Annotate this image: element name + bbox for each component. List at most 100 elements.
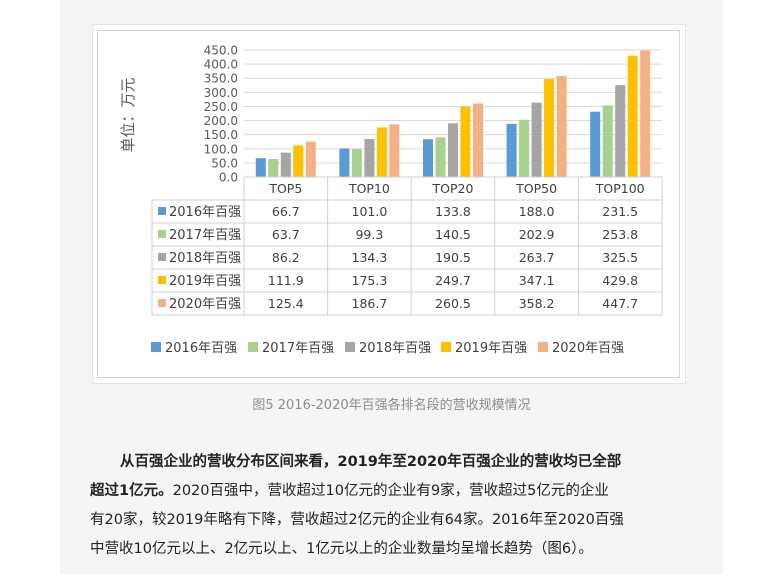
bar — [364, 139, 375, 177]
y-tick-label: 450.0 — [204, 44, 238, 58]
y-tick-label: 150.0 — [204, 128, 238, 142]
figure-frame — [92, 24, 686, 384]
bar — [268, 159, 279, 177]
x-tick-label: TOP50 — [515, 181, 557, 196]
y-tick-label: 250.0 — [204, 100, 238, 114]
bar — [640, 50, 651, 178]
bar — [376, 127, 387, 177]
bar — [448, 123, 458, 177]
table-swatch — [158, 207, 166, 215]
data-label: 125.4 — [268, 296, 304, 311]
data-label: 140.5 — [435, 227, 471, 242]
bar — [602, 105, 613, 177]
legend-swatch — [151, 342, 161, 352]
legend-label: 2016年百强 — [165, 341, 237, 356]
paragraph-line-3: 有20家，较2019年略有下降，营收超过2亿元的企业有64家。2016年至202… — [90, 512, 624, 528]
data-label: 202.9 — [519, 227, 555, 242]
table-series-name: 2018年百强 — [169, 251, 241, 266]
paragraph-text-2: 2020百强中，营收超过10亿元的企业有9家，营收超过5亿元的企业 — [172, 483, 609, 499]
bar — [531, 102, 542, 177]
legend-swatch — [248, 342, 258, 352]
paragraph-bold-1: 从百强企业的营收分布区间来看，2019年至2020年百强企业的营收均已全部 — [120, 454, 622, 470]
legend-swatch — [441, 342, 451, 352]
legend-label: 2019年百强 — [455, 341, 527, 356]
bar — [556, 75, 567, 177]
legend-swatch — [345, 342, 355, 352]
bar — [423, 139, 433, 177]
bar — [615, 85, 626, 177]
data-label: 99.3 — [355, 227, 383, 242]
data-label: 66.7 — [272, 204, 300, 219]
legend-label: 2017年百强 — [262, 341, 334, 356]
y-tick-label: 200.0 — [204, 114, 238, 128]
x-tick-label: TOP20 — [432, 181, 474, 196]
legend-label: 2018年百强 — [359, 341, 431, 356]
bar — [460, 106, 471, 177]
bar — [351, 148, 362, 177]
data-label: 347.1 — [519, 273, 555, 288]
data-label: 231.5 — [602, 204, 638, 219]
x-tick-label: TOP100 — [595, 181, 645, 196]
bar — [255, 158, 266, 177]
data-label: 86.2 — [272, 250, 300, 265]
bar — [339, 148, 350, 177]
legend-label: 2020年百强 — [552, 341, 624, 356]
data-label: 188.0 — [519, 204, 555, 219]
data-label: 253.8 — [602, 227, 638, 242]
bar — [590, 111, 601, 177]
bar — [627, 55, 638, 177]
table-series-name: 2019年百强 — [169, 274, 241, 289]
paragraph-bold-2: 超过1亿元。 — [90, 483, 173, 499]
bar — [293, 145, 304, 177]
data-label: 190.5 — [435, 250, 471, 265]
table-swatch — [158, 299, 166, 307]
y-axis-label: 单位：万元 — [119, 77, 137, 152]
data-label: 249.7 — [435, 273, 471, 288]
data-label: 63.7 — [272, 227, 300, 242]
body-paragraph: 从百强企业的营收分布区间来看，2019年至2020年百强企业的营收均已全部 超过… — [90, 448, 690, 564]
y-tick-label: 50.0 — [211, 156, 238, 170]
y-tick-label: 300.0 — [204, 86, 238, 100]
data-label: 175.3 — [352, 273, 388, 288]
data-label: 358.2 — [519, 296, 555, 311]
table-series-name: 2017年百强 — [169, 228, 241, 243]
y-tick-label: 100.0 — [204, 142, 238, 156]
data-label: 101.0 — [352, 204, 388, 219]
y-tick-label: 350.0 — [204, 72, 238, 86]
data-label: 325.5 — [602, 250, 638, 265]
chart-data-table: TOP5 TOP10 TOP20 TOP50 TOP100 2016年百强 66.7 101.… — [151, 176, 663, 316]
bar — [473, 103, 483, 177]
legend-swatch — [538, 342, 548, 352]
data-label: 134.3 — [352, 250, 388, 265]
chart-legend: 2016年百强 2017年百强 2018年百强 2019年百强 2020年百强 — [151, 341, 624, 356]
data-label: 260.5 — [435, 296, 471, 311]
table-series-name: 2020年百强 — [169, 297, 241, 312]
chart-border — [97, 30, 680, 378]
data-label: 447.7 — [602, 296, 638, 311]
bar — [389, 124, 400, 177]
x-tick-label: TOP10 — [348, 181, 390, 196]
data-label: 263.7 — [519, 250, 555, 265]
bar — [519, 119, 530, 177]
y-axis: 0.050.0100.0150.0200.0250.0300.0350.0400… — [204, 44, 238, 185]
data-label: 429.8 — [602, 273, 638, 288]
bar — [544, 79, 555, 177]
paragraph-line-4: 中营收10亿元以上、2亿元以上、1亿元以上的企业数量均呈增长趋势（图6）。 — [90, 541, 593, 557]
paragraph-line-1: 从百强企业的营收分布区间来看，2019年至2020年百强企业的营收均已全部 — [90, 448, 690, 477]
y-tick-label: 400.0 — [204, 58, 238, 72]
table-swatch — [158, 276, 166, 284]
bar — [506, 123, 517, 177]
figure-caption: 图5 2016-2020年百强各排名段的营收规模情况 — [252, 398, 531, 413]
chart-bars — [255, 50, 651, 178]
data-label: 133.8 — [435, 204, 471, 219]
paragraph-line-2: 超过1亿元。2020百强中，营收超过10亿元的企业有9家，营收超过5亿元的企业 — [90, 477, 690, 506]
x-tick-label: TOP5 — [268, 181, 302, 196]
data-label: 111.9 — [268, 273, 304, 288]
table-swatch — [158, 253, 166, 261]
table-series-name: 2016年百强 — [169, 205, 241, 220]
bar — [280, 152, 291, 177]
bar — [435, 137, 446, 177]
data-label: 186.7 — [352, 296, 388, 311]
y-tick-label: 0.0 — [219, 171, 238, 185]
